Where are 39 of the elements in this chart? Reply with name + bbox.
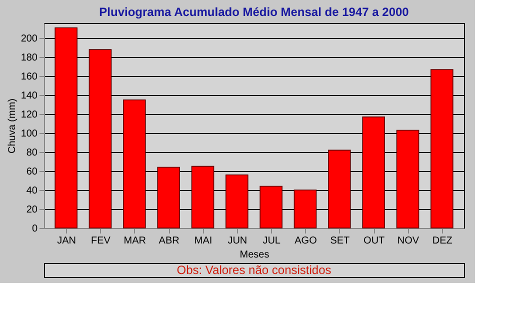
y-tick-label: 120	[20, 110, 38, 121]
x-tick-label: ABR	[158, 236, 180, 246]
y-tick-label: 100	[20, 128, 38, 140]
y-tick-label: 140	[20, 90, 38, 102]
x-tick-label: NOV	[397, 236, 420, 246]
bar	[396, 130, 420, 228]
bar	[157, 166, 180, 228]
chart-title: Pluviograma Acumulado Médio Mensal de 1947 a 2000	[99, 5, 410, 19]
bar	[362, 116, 385, 228]
text: Obs: Valores não consistidos	[176, 263, 332, 277]
x-tick-label: FEV	[91, 236, 111, 246]
bar	[191, 166, 214, 228]
y-axis-title: Chuva (mm)	[6, 98, 18, 154]
y-tick-label: 60	[26, 166, 38, 178]
bar	[123, 99, 146, 228]
x-tick-label: MAI	[194, 236, 212, 246]
x-tick-label: JUL	[262, 236, 281, 246]
x-tick-label: MAR	[124, 236, 146, 246]
y-tick-label: 0	[32, 224, 38, 234]
x-tick-label: DEZ	[432, 236, 452, 246]
bar	[226, 174, 248, 228]
bar	[260, 186, 282, 228]
bar	[54, 27, 78, 228]
x-tick-label: AGO	[294, 236, 318, 246]
y-tick-label: 200	[20, 34, 38, 45]
x-tick-label: JAN	[57, 236, 76, 246]
bar	[294, 190, 317, 228]
bar	[88, 49, 112, 228]
bar	[328, 150, 351, 228]
y-tick-label: 160	[20, 72, 38, 83]
x-tick-label: JUN	[228, 236, 248, 246]
bar	[430, 69, 454, 228]
y-tick-label: 80	[26, 148, 38, 159]
x-tick-label: SET	[330, 236, 350, 246]
x-tick-label: OUT	[364, 236, 385, 246]
y-tick-label: 20	[26, 204, 38, 216]
x-axis-title: Meses	[240, 250, 270, 260]
y-tick-label: 180	[20, 52, 38, 64]
y-tick-label: 40	[26, 186, 38, 197]
